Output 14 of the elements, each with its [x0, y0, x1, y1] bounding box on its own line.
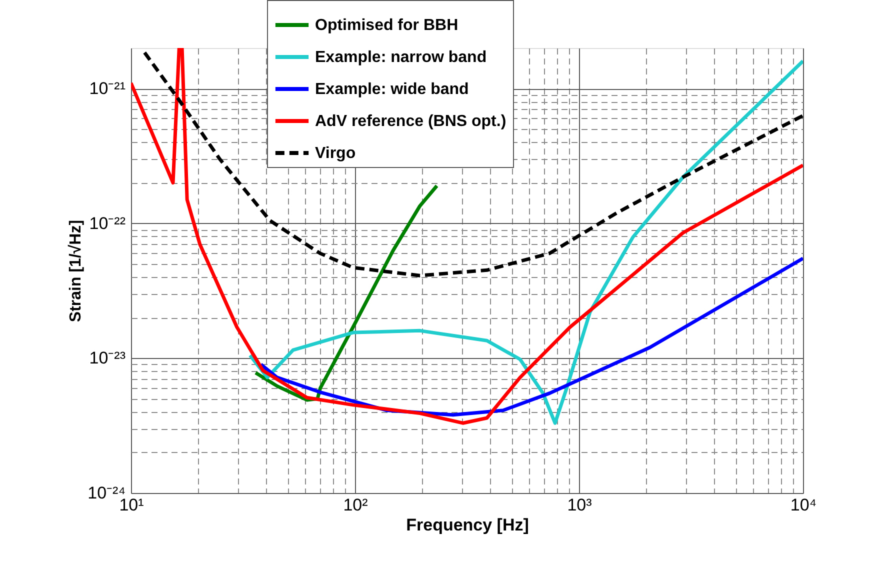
legend-label: Virgo [315, 145, 356, 162]
y-tick-label: 10⁻²³ [89, 348, 126, 368]
legend-label: Example: wide band [315, 81, 469, 98]
y-tick-label: 10⁻²² [89, 214, 126, 233]
x-tick-label: 10⁴ [790, 496, 817, 514]
x-tick-label: 10³ [567, 496, 592, 514]
y-tick-label: 10⁻²¹ [89, 79, 126, 98]
legend-label: Optimised for BBH [315, 17, 458, 34]
legend-label: Example: narrow band [315, 49, 487, 66]
y-axis-title: Strain [1/√Hz] [68, 220, 85, 322]
x-axis-title: Frequency [Hz] [406, 516, 529, 534]
x-tick-label: 10² [343, 496, 368, 514]
legend-label: AdV reference (BNS opt.) [315, 113, 506, 130]
x-tick-label: 10¹ [119, 496, 144, 514]
